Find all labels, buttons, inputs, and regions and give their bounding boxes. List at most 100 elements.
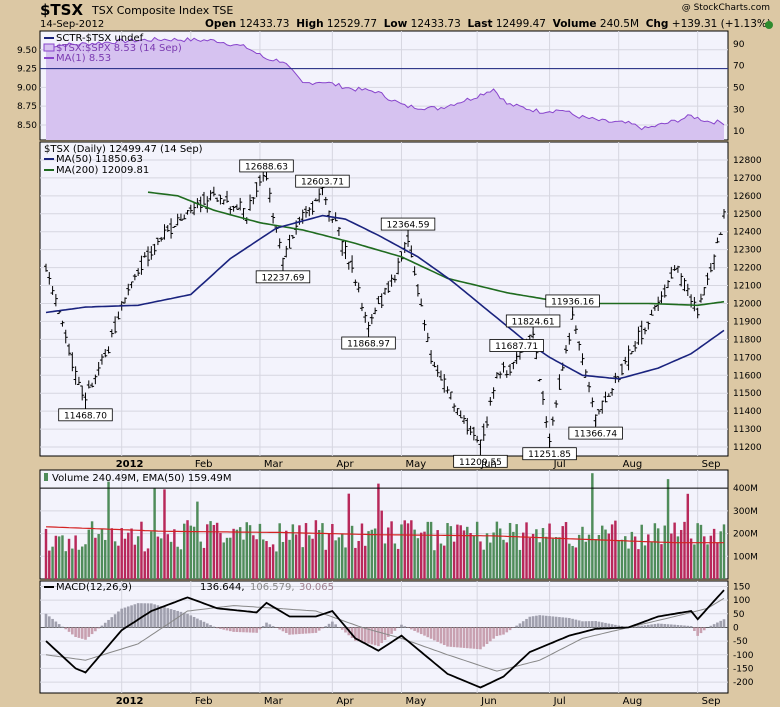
price-bar-2012-01-23 [165, 225, 170, 233]
price-bar-2012-04-04 [336, 226, 341, 237]
macd-hist-2012-01-11 [140, 603, 143, 628]
price-bar-2012-08-15 [649, 309, 654, 316]
price-bar-2012-08-09 [636, 326, 641, 345]
price-bar-2012-09-11 [712, 254, 717, 270]
volume-bar-2012-09-12 [716, 542, 719, 579]
price-bar-2012-08-13 [643, 327, 648, 335]
volume-bar-2012-02-16 [225, 537, 229, 579]
price-bar-2011-12-21 [90, 382, 95, 388]
price-bar-2012-07-06 [557, 374, 562, 390]
annotation-box-9 [522, 447, 577, 461]
price-bar-2012-07-26 [603, 391, 608, 403]
macd-hist-2012-08-16 [653, 623, 657, 628]
macd-hist-2012-05-17 [439, 627, 443, 644]
macd-hist-2012-09-11 [712, 624, 716, 628]
macd-hist-2012-06-27 [535, 615, 538, 628]
macd-hist-2012-03-26 [314, 627, 318, 633]
volume-bar-2012-01-27 [179, 549, 183, 579]
price-bar-2012-05-04 [409, 245, 414, 258]
vol-legend: Volume 240.49M, EMA(50) 159.49M [52, 473, 231, 484]
volume-bar-2012-08-23 [670, 533, 673, 579]
macd-legend-1: 136.644, [200, 582, 245, 593]
macd-hist-2012-07-03 [548, 616, 551, 628]
price-xtick-7: Aug [623, 459, 643, 470]
volume-bar-2012-02-24 [245, 522, 248, 579]
macd-hist-2011-12-23 [97, 627, 100, 629]
price-bar-2012-04-09 [346, 261, 351, 270]
price-bar-2012-07-11 [567, 332, 572, 345]
volume-bar-2011-12-15 [77, 549, 81, 579]
volume-bar-2011-12-19 [84, 544, 87, 579]
macd-xtick-6: Jul [553, 696, 566, 707]
annotation-box-1 [239, 159, 294, 173]
price-bar-2012-03-23 [310, 201, 315, 215]
volume-bar-2012-01-05 [127, 532, 130, 579]
macd-hist-2012-05-31 [472, 627, 476, 649]
volume-bar-2012-02-23 [242, 539, 245, 579]
price-bar-2012-07-04 [550, 416, 555, 426]
macd-hist-2012-08-01 [617, 625, 620, 628]
volume-bar-2011-12-07 [57, 536, 61, 579]
volume-bar-2012-02-01 [189, 525, 193, 579]
macd-hist-2012-08-15 [650, 624, 653, 628]
macd-hist-2012-03-09 [278, 627, 281, 630]
macd-hist-2012-09-04 [696, 627, 699, 636]
price-bar-2012-03-14 [287, 234, 292, 249]
price-bar-2012-05-31 [471, 426, 476, 441]
price-bar-2012-06-12 [498, 371, 503, 379]
macd-hist-2012-08-09 [637, 626, 640, 628]
price-bar-2012-01-09 [132, 273, 137, 281]
volume-bar-2012-03-16 [294, 534, 298, 579]
price-ytick-7: 12100 [733, 282, 762, 292]
price-bar-2012-01-20 [162, 224, 167, 240]
macd-hist-2012-08-29 [683, 625, 686, 628]
volume-bar-2011-12-05 [51, 546, 54, 579]
macd-hist-2012-06-21 [521, 621, 525, 628]
price-bar-2012-09-03 [692, 296, 697, 312]
brand-watermark[interactable]: @ StockCharts.com [681, 3, 770, 13]
price-bar-2012-04-13 [359, 302, 364, 312]
price-bar-2012-07-25 [600, 400, 605, 414]
macd-hist-2012-09-05 [699, 627, 703, 634]
volume-bar-2012-04-17 [367, 531, 370, 579]
volume-bar-2012-07-16 [577, 534, 581, 579]
macd-hist-2012-05-10 [423, 627, 426, 636]
macd-hist-2012-06-11 [495, 627, 499, 637]
macd-hist-2012-06-26 [531, 616, 535, 628]
volume-bar-2012-02-07 [202, 547, 206, 579]
volume-bar-2012-03-22 [308, 535, 311, 579]
macd-hist-2012-03-02 [261, 626, 265, 628]
macd-hist-2012-03-16 [294, 627, 298, 635]
macd-hist-2012-02-08 [205, 623, 209, 628]
macd-hist-2012-04-27 [393, 627, 397, 631]
volume-bar-2012-08-29 [683, 521, 686, 579]
price-bar-2012-08-22 [666, 280, 671, 289]
price-bar-2011-12-23 [96, 361, 101, 376]
volume-bar-2012-06-04 [479, 541, 482, 579]
macd-xtick-1: Feb [195, 696, 213, 707]
macd-hist-2012-02-27 [248, 627, 252, 633]
volume-bar-2012-05-09 [419, 532, 423, 579]
volume-bar-2012-08-31 [689, 538, 693, 579]
price-bar-2012-01-04 [122, 297, 127, 304]
price-bar-2011-12-06 [53, 293, 58, 307]
volume-bar-2011-12-21 [90, 521, 94, 579]
annotation-label-10: 11936.16 [551, 297, 594, 307]
volume-bar-2012-03-30 [327, 533, 331, 579]
price-bar-2012-02-28 [251, 197, 256, 205]
macd-hist-2012-09-10 [709, 625, 713, 628]
volume-bar-2012-06-01 [475, 521, 479, 579]
price-bar-2011-12-02 [47, 272, 52, 285]
macd-hist-2012-01-13 [146, 603, 150, 628]
volume-bar-2011-12-06 [54, 535, 58, 579]
macd-hist-2011-12-21 [90, 627, 94, 635]
volume-bar-2012-07-24 [597, 535, 601, 579]
volume-bar-2012-03-26 [314, 520, 318, 579]
macd-hist-2012-03-12 [281, 627, 285, 632]
macd-hist-2012-02-21 [235, 627, 239, 633]
price-bar-2012-09-06 [702, 287, 707, 296]
volume-bar-2012-06-28 [538, 542, 541, 579]
price-bar-2012-04-10 [350, 255, 355, 273]
macd-hist-2012-08-08 [633, 626, 637, 628]
macd-hist-2012-05-30 [469, 627, 472, 649]
